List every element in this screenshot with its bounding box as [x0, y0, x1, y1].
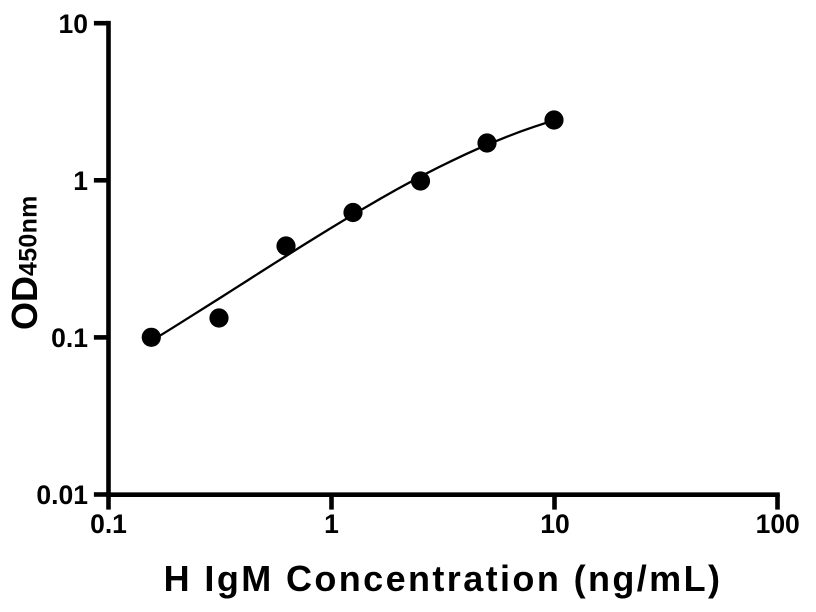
svg-text:0.1: 0.1 [51, 323, 88, 353]
svg-text:1: 1 [73, 166, 88, 196]
svg-text:10: 10 [540, 509, 569, 539]
svg-text:100: 100 [756, 509, 800, 539]
svg-text:10: 10 [59, 9, 88, 39]
svg-text:0.1: 0.1 [90, 509, 127, 539]
svg-text:OD450nm: OD450nm [4, 195, 45, 330]
svg-text:H IgM Concentration (ng/mL): H IgM Concentration (ng/mL) [164, 558, 723, 599]
svg-text:0.01: 0.01 [36, 480, 88, 510]
svg-text:1: 1 [324, 509, 339, 539]
